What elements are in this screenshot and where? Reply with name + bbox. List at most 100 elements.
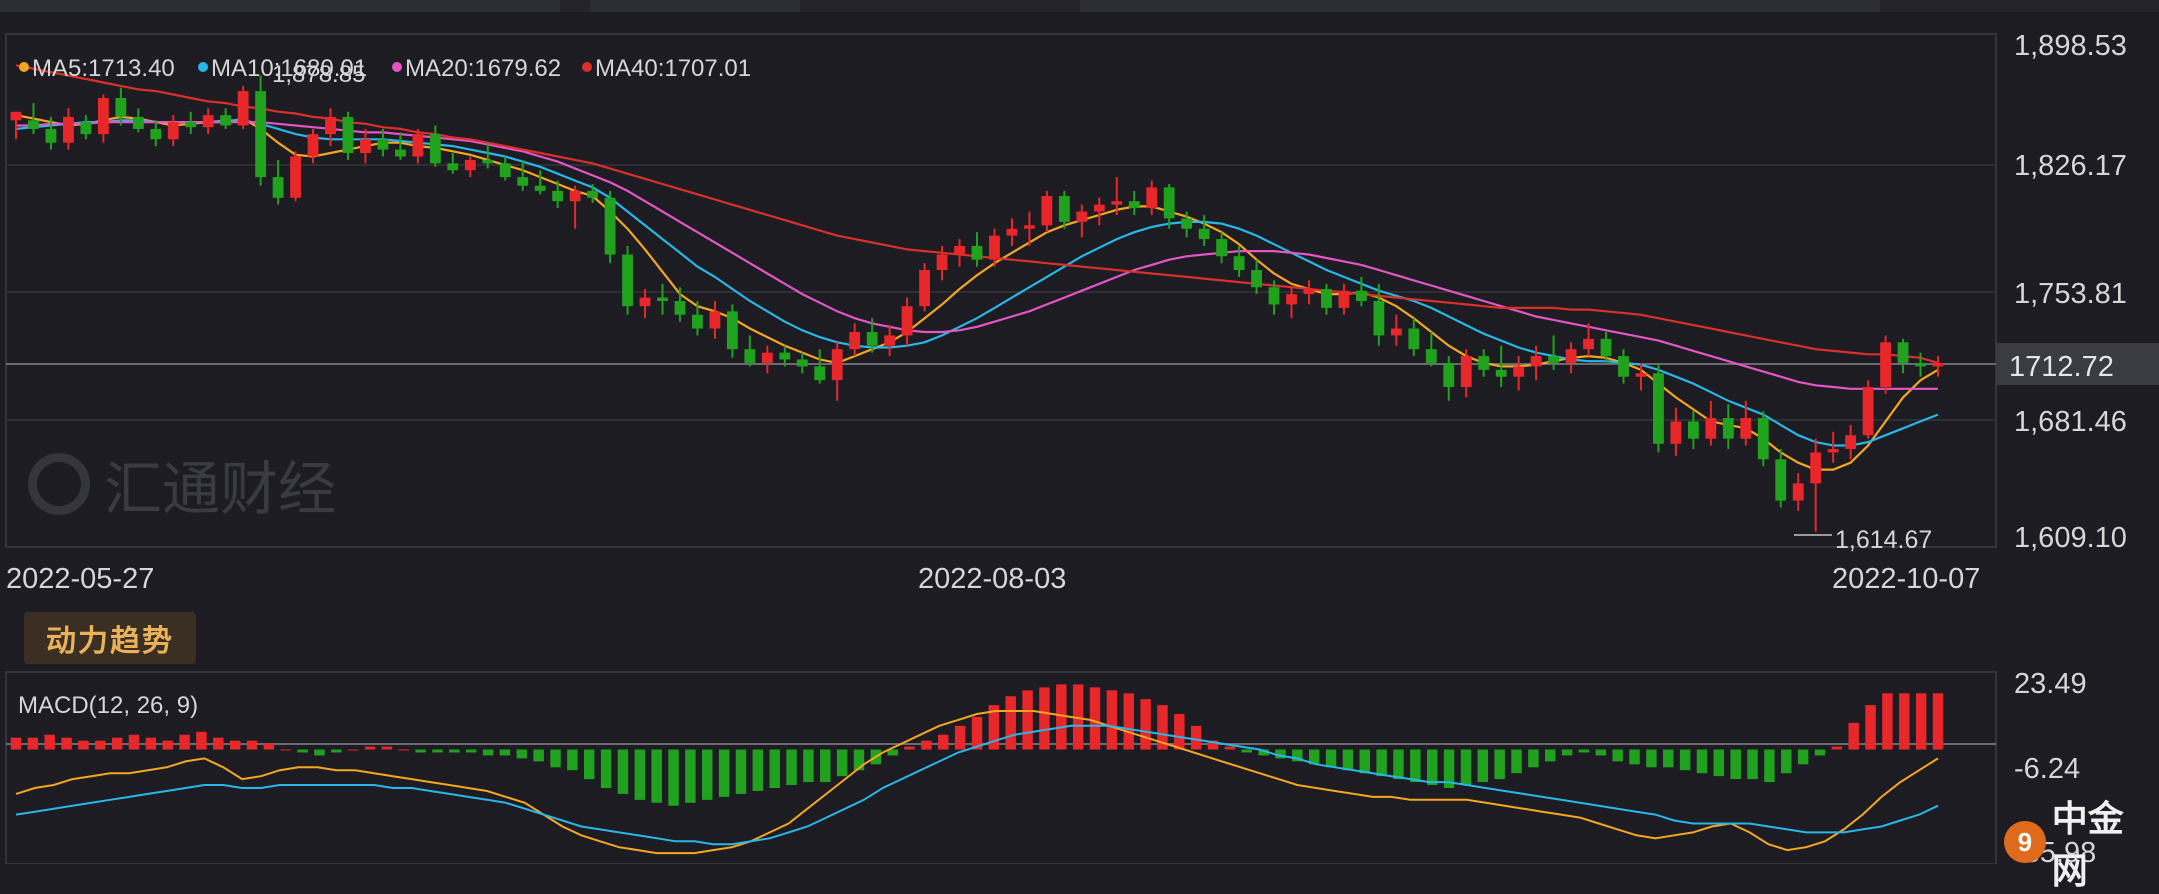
macd-histogram-bar — [381, 746, 393, 750]
candle-body — [1932, 362, 1944, 367]
dea-line — [15, 724, 1939, 846]
candle-body — [1268, 287, 1280, 305]
candle-body — [1862, 387, 1874, 436]
candle-body — [639, 297, 651, 307]
candle-body — [1146, 187, 1158, 209]
macd-histogram-bar — [1393, 749, 1404, 780]
date-label-end: 2022-10-07 — [1832, 563, 1980, 595]
top-tab-strip — [0, 0, 2159, 12]
date-label-mid: 2022-08-03 — [918, 563, 1066, 595]
macd-histogram-bar — [297, 749, 308, 753]
candle-body — [237, 91, 249, 126]
macd-lines — [15, 710, 1939, 855]
watermark-text: 汇通财经 — [104, 457, 337, 522]
candle-body — [831, 349, 843, 381]
candle-body — [1024, 225, 1035, 229]
macd-histogram-bar — [196, 731, 207, 750]
macd-histogram-bar — [735, 749, 747, 794]
price-tick: 1,609.10 — [2014, 522, 2127, 554]
candle-body — [1687, 421, 1699, 439]
candle-body — [1093, 204, 1105, 212]
candle-body — [1128, 201, 1140, 209]
macd-histogram-bar — [1106, 690, 1118, 750]
candle-body — [80, 122, 92, 135]
candle-body — [45, 128, 57, 143]
source-logo-name: 中金网 — [2051, 798, 2124, 891]
candle-body — [342, 116, 354, 154]
macd-histogram-bar — [853, 749, 865, 771]
candle-body — [1198, 228, 1210, 240]
macd-histogram-bar — [1899, 693, 1910, 750]
watermark-logo-icon — [28, 453, 90, 515]
macd-histogram-bar — [162, 740, 173, 750]
candle-body — [1321, 288, 1332, 308]
top-tab-2[interactable] — [590, 0, 800, 12]
macd-histogram-bar — [213, 737, 224, 750]
macd-histogram-bar — [988, 705, 1000, 750]
price-panel-frame — [5, 33, 1997, 548]
macd-histogram-bar — [179, 734, 190, 750]
macd-histogram-bar — [1174, 714, 1185, 750]
candle-body — [1303, 288, 1315, 295]
macd-histogram-bar — [229, 740, 241, 750]
macd-histogram-bar — [1713, 749, 1725, 777]
macd-histogram-bar — [364, 746, 376, 750]
candle-body — [412, 134, 424, 157]
candle-body — [534, 185, 546, 191]
macd-histogram-bar — [1460, 749, 1472, 786]
candle-body — [657, 297, 668, 302]
indicator-badge[interactable]: 动力趋势 — [24, 612, 196, 664]
macd-histogram-bar — [1578, 749, 1590, 753]
current-price-label: 1712.72 — [2009, 351, 2114, 383]
macd-histogram-bar — [1612, 749, 1623, 762]
macd-histogram-bar — [1545, 749, 1556, 762]
candle-body — [167, 122, 179, 140]
macd-histogram-bar — [1005, 696, 1016, 750]
candle-body — [1058, 196, 1070, 222]
macd-histogram-bar — [1241, 749, 1252, 753]
macd-histogram-bar — [1207, 740, 1219, 750]
legend-ma5: MA5:1713.40 — [32, 55, 175, 82]
macd-histogram-bar — [1190, 725, 1202, 750]
candle-body — [482, 159, 494, 164]
candle-body — [1530, 356, 1542, 367]
candle-body — [1460, 356, 1472, 388]
candle-body — [1880, 342, 1891, 388]
macd-histogram-bar — [95, 740, 106, 750]
macd-histogram-bar — [550, 749, 561, 768]
macd-histogram-bar — [347, 749, 359, 751]
macd-histogram-bar — [752, 749, 764, 791]
candle-body — [377, 139, 389, 150]
candle-body — [517, 177, 529, 186]
candle-body — [779, 352, 791, 360]
candle-body — [1670, 421, 1682, 444]
macd-histogram-bar — [904, 746, 915, 750]
macd-histogram-bar — [1443, 749, 1455, 788]
macd-histogram-bar — [314, 749, 325, 756]
top-tab-1[interactable] — [0, 0, 560, 12]
macd-histogram-bar — [27, 737, 39, 750]
candle-body — [1810, 452, 1822, 484]
candle-body — [1513, 366, 1525, 377]
macd-histogram-bar — [246, 740, 258, 750]
top-tab-3[interactable] — [1080, 0, 1880, 12]
dif-line — [15, 710, 1939, 855]
price-grid — [5, 33, 1997, 864]
candle-body — [1338, 290, 1350, 308]
candle-body — [692, 314, 703, 329]
macd-histogram-bar — [61, 737, 72, 750]
candle-body — [1495, 369, 1507, 377]
date-label-start: 2022-05-27 — [6, 563, 154, 595]
legend: MA5:1713.40 MA10:1680.01 MA20:1679.62 MA… — [19, 55, 751, 82]
macd-histogram-bar — [1275, 749, 1286, 759]
macd-histogram-bar — [1696, 749, 1708, 774]
candlestick-chart[interactable]: MA5:1713.40 MA10:1680.01 MA20:1679.62 MA… — [0, 0, 2159, 864]
macd-histogram-bar — [954, 725, 966, 750]
candle-body — [761, 352, 773, 363]
candle-body — [1216, 239, 1228, 257]
candle-body — [989, 235, 1000, 260]
macd-histogram-bar — [668, 749, 679, 806]
macd-histogram-bar — [938, 734, 949, 750]
macd-histogram-bar — [415, 749, 426, 753]
ma5-line — [15, 114, 1939, 471]
